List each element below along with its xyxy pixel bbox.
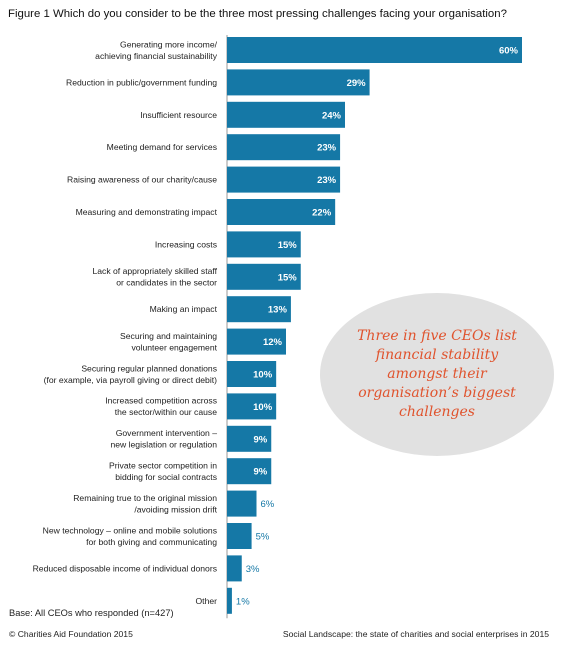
bar-value-label: 13% [268,305,288,316]
category-label: Increased competition across [105,396,217,406]
bar [227,69,370,96]
bar [227,231,301,258]
category-label: Measuring and demonstrating impact [76,207,218,217]
category-label: Raising awareness of our charity/cause [67,175,217,185]
category-label: for both giving and communicating [86,537,217,547]
bar [227,425,272,452]
bar [227,523,252,549]
bar-value-label: 10% [253,402,273,413]
bar [227,587,232,614]
bar-value-label: 22% [312,208,332,219]
category-label: new legislation or regulation [110,440,217,450]
category-label: Government intervention – [116,428,217,438]
category-label: Securing and maintaining [120,331,217,341]
footer-publication: Social Landscape: the state of charities… [282,629,549,639]
bar [227,263,301,290]
bar-value-label: 10% [253,370,273,381]
bar [227,555,242,582]
category-label: the sector/within our cause [115,407,217,417]
category-label: Securing regular planned donations [81,363,217,373]
bar-value-label: 29% [347,78,367,89]
category-label: Reduced disposable income of individual … [33,563,217,573]
bar-value-label: 5% [256,532,270,543]
category-label: Remaining true to the original mission [73,493,217,503]
bar [227,199,336,225]
bar-value-label: 3% [246,564,260,575]
category-label: volunteer engagement [131,342,217,352]
category-label: Other [196,596,218,606]
bar [227,361,277,387]
category-label: Meeting demand for services [107,142,217,152]
category-label: Reduction in public/government funding [66,77,217,87]
chart-title: Figure 1 Which do you consider to be the… [8,8,507,20]
category-label: New technology – online and mobile solut… [43,525,217,535]
category-label: achieving financial sustainability [95,51,218,61]
category-label: Private sector competition in [109,460,217,470]
footer-copyright: © Charities Aid Foundation 2015 [9,629,133,639]
bar [227,296,291,323]
category-label: /avoiding mission drift [134,504,217,514]
base-note: Base: All CEOs who responded (n=427) [9,608,174,618]
category-label: or candidates in the sector [116,278,217,288]
category-label: Lack of appropriately skilled staff [92,266,217,276]
bar-value-label: 15% [278,272,298,283]
bar [227,101,345,128]
bar-value-label: 12% [263,337,283,348]
bar [227,166,341,193]
bar-value-label: 23% [317,143,337,154]
bar [227,490,257,517]
bar [227,393,277,420]
bar-value-label: 6% [261,499,275,510]
bar-value-label: 9% [254,467,268,478]
callout-text: Three in five CEOs list financial stabil… [357,328,517,420]
category-label: Insufficient resource [140,110,217,120]
bar-value-label: 1% [236,596,250,607]
category-label: Generating more income/ [120,39,218,49]
bar-value-label: 15% [278,240,298,251]
bar [227,134,341,161]
bar [227,458,272,485]
bar [227,37,522,63]
bar-value-label: 60% [499,46,519,57]
category-label: (for example, via payroll giving or dire… [44,375,218,385]
bar-value-label: 23% [317,175,337,186]
bar [227,328,286,355]
bar-value-label: 24% [322,110,342,121]
category-label: Making an impact [150,304,218,314]
category-label: Increasing costs [155,239,217,249]
category-label: bidding for social contracts [115,472,217,482]
bar-value-label: 9% [254,434,268,445]
callout-circle: Three in five CEOs list financial stabil… [320,293,554,456]
